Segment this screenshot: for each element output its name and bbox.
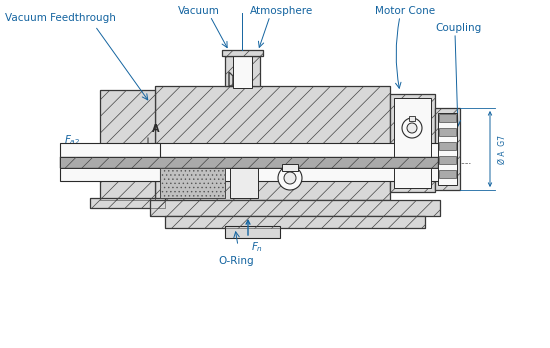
Text: Coupling: Coupling <box>435 23 481 33</box>
Bar <box>90 198 165 208</box>
Bar <box>438 113 457 185</box>
Text: Motor Cone: Motor Cone <box>375 6 435 16</box>
Bar <box>60 143 160 181</box>
Bar <box>439 128 456 136</box>
Bar <box>222 50 263 56</box>
Bar <box>150 200 440 216</box>
Text: Atmosphere: Atmosphere <box>250 6 313 16</box>
Circle shape <box>284 172 296 184</box>
Bar <box>150 200 440 216</box>
Bar <box>165 216 425 228</box>
Bar <box>439 142 456 150</box>
Bar <box>409 116 415 121</box>
Bar <box>225 56 260 86</box>
Bar <box>100 90 155 200</box>
Bar <box>282 164 298 171</box>
Bar <box>150 143 440 181</box>
Bar <box>160 168 225 198</box>
Bar <box>165 216 425 228</box>
Text: $F_n$: $F_n$ <box>251 240 263 254</box>
Bar <box>390 94 435 192</box>
Bar <box>222 50 263 56</box>
Bar <box>225 56 260 86</box>
Text: A: A <box>152 124 160 134</box>
Bar <box>435 108 460 190</box>
Text: Ø A  G7: Ø A G7 <box>498 134 507 164</box>
Bar <box>394 98 431 188</box>
Polygon shape <box>229 72 233 86</box>
Text: $F_{a1}$: $F_{a1}$ <box>64 143 80 157</box>
Circle shape <box>402 118 422 138</box>
Bar <box>60 157 438 168</box>
Text: $F_{a2}$: $F_{a2}$ <box>64 133 80 147</box>
Bar <box>155 86 390 200</box>
Bar <box>439 156 456 164</box>
Bar <box>225 226 280 238</box>
Circle shape <box>278 166 302 190</box>
Bar <box>155 86 390 200</box>
Text: O-Ring: O-Ring <box>218 256 254 266</box>
Bar <box>100 90 155 200</box>
Bar <box>60 157 438 168</box>
Bar <box>233 54 252 88</box>
Bar <box>439 170 456 178</box>
Bar <box>435 108 460 190</box>
Circle shape <box>407 123 417 133</box>
Bar <box>230 168 258 198</box>
Bar <box>90 198 165 208</box>
Text: Vacuum: Vacuum <box>178 6 220 16</box>
Bar <box>160 168 225 198</box>
Text: Vacuum Feedthrough: Vacuum Feedthrough <box>5 13 116 23</box>
Bar <box>390 94 435 192</box>
Bar <box>439 114 456 122</box>
